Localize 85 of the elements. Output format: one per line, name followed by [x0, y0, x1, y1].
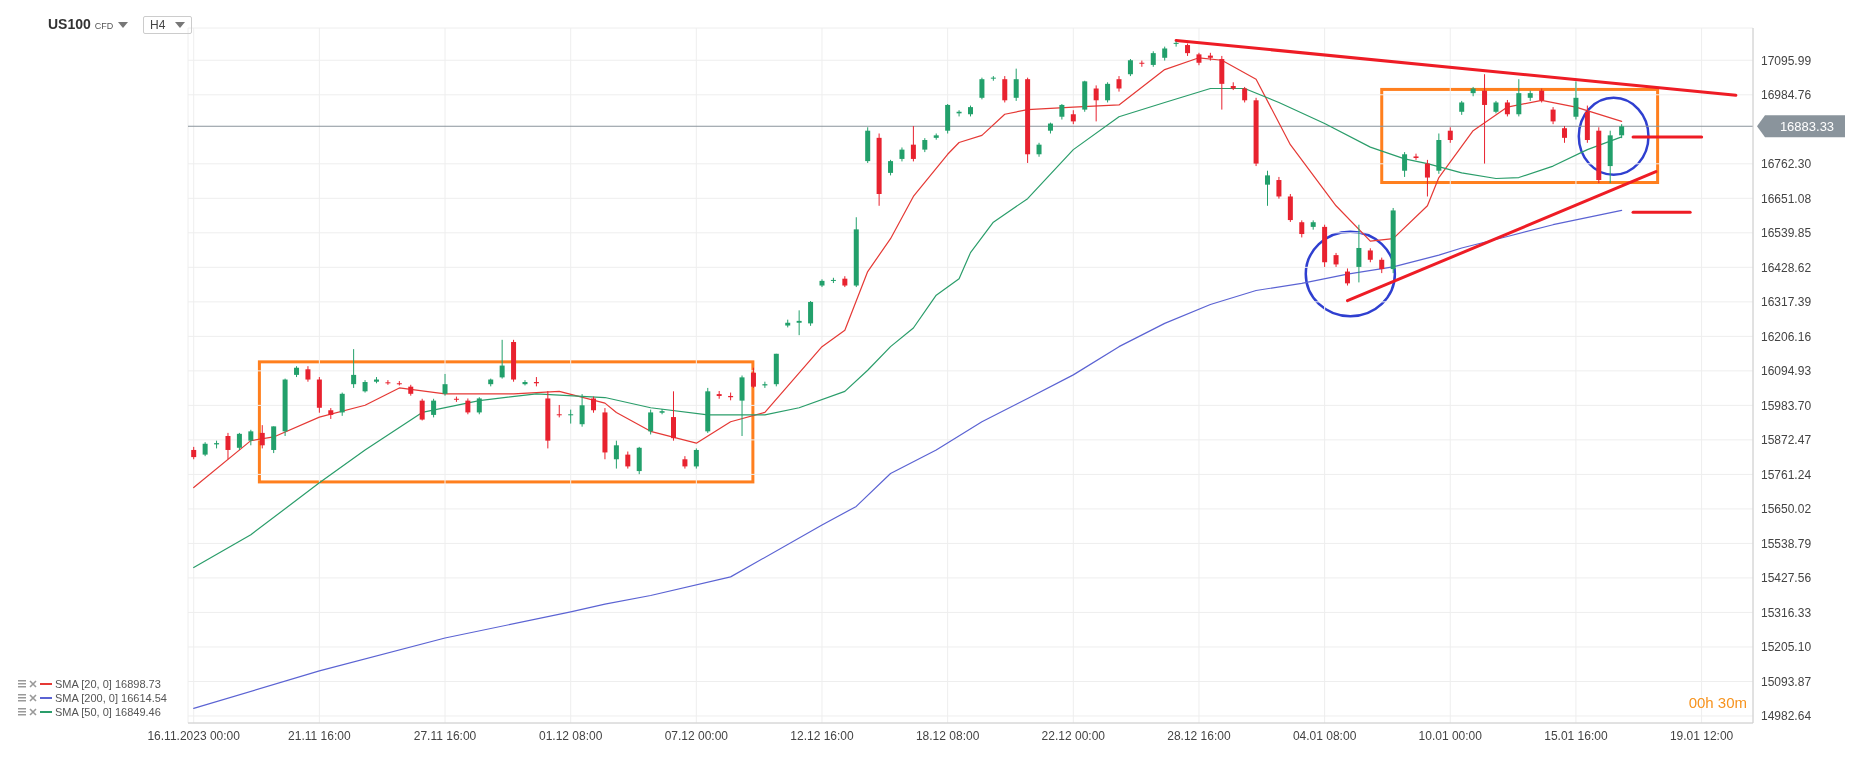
candlestick — [613, 440, 619, 470]
candlestick — [808, 300, 814, 327]
candlestick — [1265, 170, 1271, 207]
x-tick-label: 27.11 16:00 — [413, 728, 477, 743]
y-tick-label: 16539.85 — [1761, 226, 1812, 241]
candlestick — [682, 455, 688, 470]
y-tick-label: 16651.08 — [1761, 191, 1812, 206]
candlestick — [1482, 73, 1488, 165]
candlestick — [1105, 81, 1111, 103]
text: CFD — [94, 21, 114, 31]
candlestick — [271, 425, 277, 454]
y-tick-label: 15093.87 — [1761, 674, 1812, 689]
y-tick-label: 16984.76 — [1761, 88, 1812, 103]
y-tick-label: 16428.62 — [1761, 260, 1812, 275]
y-tick-label: 15872.47 — [1761, 433, 1812, 448]
candlestick — [556, 404, 562, 418]
x-tick-label: 28.12 16:00 — [1167, 728, 1231, 743]
candlestick — [739, 375, 745, 437]
x-tick-label: 04.01 08:00 — [1292, 728, 1357, 743]
candlestick — [910, 125, 916, 162]
candlestick — [796, 309, 802, 336]
candlestick — [1139, 60, 1145, 68]
x-tick-label: 15.01 16:00 — [1544, 728, 1608, 743]
y-tick-label: 16317.39 — [1761, 295, 1812, 310]
candlestick — [568, 409, 574, 425]
y-tick-label: 16762.30 — [1761, 157, 1812, 172]
y-tick-label: 16206.16 — [1761, 329, 1812, 344]
candlestick — [750, 367, 756, 389]
candlestick — [1173, 40, 1179, 48]
y-tick-label: 15538.79 — [1761, 536, 1812, 551]
candlestick — [579, 393, 585, 428]
x-tick-label: 18.12 08:00 — [915, 728, 980, 743]
text: H4 — [143, 16, 193, 34]
legend-label: SMA [200, 0] 16614.54 — [55, 692, 167, 704]
line-series — [193, 87, 1623, 569]
x-tick-label: 22.12 00:00 — [1041, 728, 1106, 743]
candlestick — [1013, 68, 1019, 102]
x-tick-label: 12.12 16:00 — [790, 728, 855, 743]
candlestick — [225, 432, 231, 460]
x-tick-label: 21.11 16:00 — [288, 728, 351, 743]
candlestick — [1573, 80, 1579, 121]
candlestick — [1276, 176, 1282, 200]
candlestick — [522, 379, 528, 386]
candlestick — [339, 392, 345, 417]
line-series — [193, 209, 1623, 710]
candlestick — [670, 390, 676, 442]
x-tick-label: 10.01 00:00 — [1418, 728, 1483, 743]
candlestick — [1356, 224, 1362, 283]
annotation: 00h 30m — [1688, 694, 1747, 711]
line-series — [193, 57, 1623, 489]
y-tick-label: 15650.02 — [1761, 502, 1812, 517]
text: US100 — [48, 16, 91, 32]
y-tick-label: 15983.70 — [1761, 398, 1812, 413]
legend-label: SMA [50, 0] 16849.46 — [55, 706, 161, 718]
y-tick-label: 17095.99 — [1761, 53, 1812, 68]
candlestick — [351, 348, 357, 389]
candlestick — [385, 379, 391, 386]
y-tick-label: 15205.10 — [1761, 640, 1812, 655]
candlestick — [442, 373, 448, 397]
y-tick-label: 15316.33 — [1761, 605, 1812, 620]
candlestick — [1093, 84, 1099, 122]
legend-label: SMA [20, 0] 16898.73 — [55, 678, 161, 690]
candlestick — [1424, 159, 1430, 197]
candlestick — [648, 409, 654, 435]
candlestick — [1516, 78, 1522, 117]
candlestick — [636, 446, 642, 475]
y-tick-label: 14982.64 — [1761, 709, 1812, 724]
candlestick — [693, 447, 699, 470]
candlestick — [979, 77, 985, 100]
candlestick — [1413, 153, 1419, 161]
x-tick-label: 07.12 00:00 — [664, 728, 729, 743]
y-tick-label: 15761.24 — [1761, 467, 1812, 482]
x-tick-label: 16.11.2023 00:00 — [147, 728, 241, 743]
x-tick-label: 01.12 08:00 — [538, 728, 603, 743]
candlestick — [1402, 151, 1408, 178]
candlestick — [1287, 193, 1293, 223]
ref-line-label: 16883.33 — [1779, 119, 1835, 135]
candlestick — [259, 424, 265, 449]
candlestick — [659, 408, 665, 415]
candlestick — [431, 398, 437, 418]
candlestick — [499, 339, 505, 380]
y-tick-label: 16094.93 — [1761, 364, 1812, 379]
x-tick-label: 19.01 12:00 — [1669, 728, 1734, 743]
y-tick-label: 15427.56 — [1761, 571, 1812, 586]
candlestick — [1002, 75, 1008, 103]
